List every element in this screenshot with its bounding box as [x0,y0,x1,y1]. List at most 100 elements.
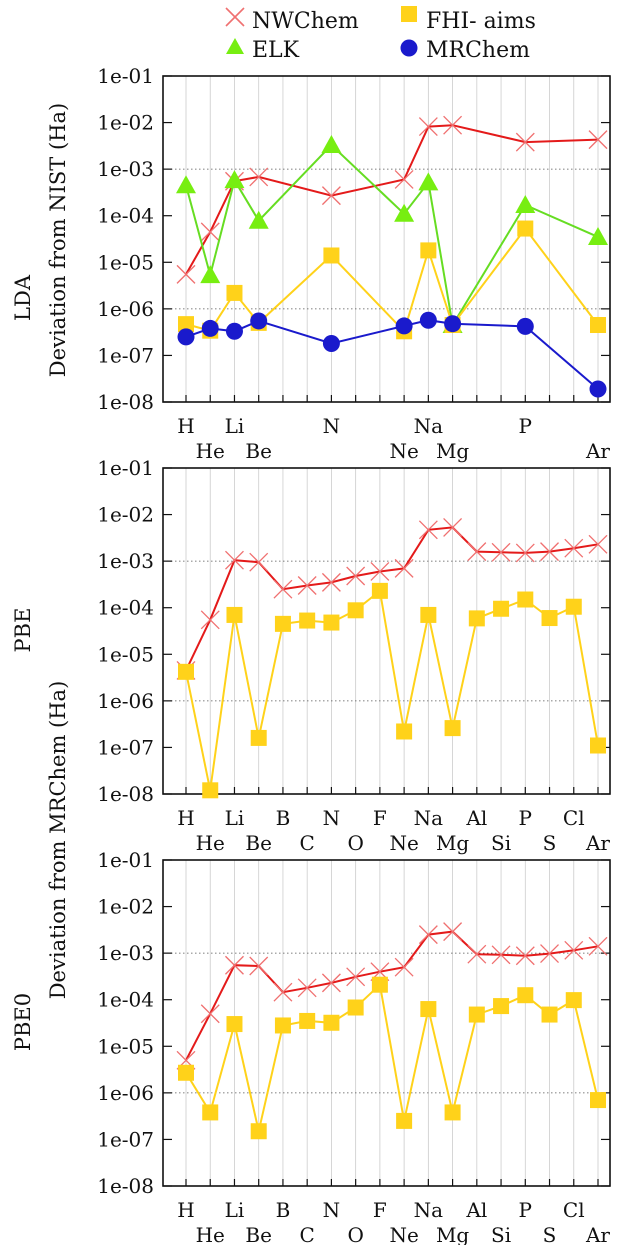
data-point [395,317,413,335]
data-point [226,1016,243,1033]
data-point [540,542,559,562]
data-point [200,265,221,284]
y-tick-label: 1e-05 [97,250,154,274]
x-tick-label: Ar [585,439,610,463]
series-line [185,589,599,791]
data-point [394,957,414,977]
x-tick-label: P [519,414,532,438]
elk-legend-marker [226,38,244,54]
data-point [564,538,584,558]
series-line [185,930,599,1061]
x-tick-label: H [177,806,194,830]
data-point [178,663,194,680]
x-tick-label: He [196,439,225,463]
data-point [493,998,510,1015]
x-tick-label: Cl [563,806,585,830]
data-point [515,194,536,213]
data-point [225,322,243,340]
data-point [444,1104,461,1121]
data-point [590,317,606,334]
data-point [250,312,268,330]
data-point [200,1004,220,1024]
y-tick-label: 1e-03 [97,157,154,181]
data-point [178,1064,194,1081]
x-tick-label: F [373,1198,387,1222]
x-tick-label: Al [465,806,487,830]
x-tick-label: B [276,1198,291,1222]
x-tick-label: P [519,806,532,830]
x-tick-label: Ne [389,831,418,855]
plot-frame [162,467,611,795]
legend-item-nwchem: NWChem [225,7,359,34]
y-tick-label: 1e-07 [97,343,154,367]
x-tick-label: Al [465,1198,487,1222]
data-point [588,534,608,554]
data-point [467,542,487,562]
data-point [250,1123,267,1140]
data-point [588,226,608,245]
x-tick-label: Ne [389,1223,418,1245]
data-point [418,117,438,137]
y-tick-label: 1e-08 [97,1174,154,1198]
legend-item-fhi-aims: FHI- aims [401,6,536,34]
x-tick-label: Mg [436,439,469,463]
data-point [321,973,341,993]
y-tick-label: 1e-04 [97,204,154,228]
x-tick-label: S [543,1223,557,1245]
data-point [468,1006,485,1023]
data-point [515,946,535,966]
data-point [515,543,535,563]
y-tick-label: 1e-02 [97,111,154,135]
data-point [321,572,341,592]
data-point [321,186,341,206]
x-tick-label: C [300,831,315,855]
data-point [346,566,366,586]
data-point [418,520,438,540]
series-elk [176,134,608,334]
legend-item-elk: ELK [226,38,300,63]
x-tick-label: Si [491,1223,511,1245]
panel-label-pbe0: PBE0 [11,993,35,1051]
data-point [541,1006,558,1023]
data-point [226,606,243,623]
series-mrchem [177,311,607,398]
series-line [185,319,599,390]
data-point [225,550,244,570]
data-point [517,987,534,1004]
x-tick-label: O [347,1223,363,1245]
x-tick-label: H [177,1198,194,1222]
data-point [224,170,245,189]
x-tick-label: Be [245,1223,272,1245]
data-point [396,723,413,740]
data-point [540,944,559,964]
data-point [274,1017,291,1034]
y-tick-label: 1e-05 [97,1034,154,1058]
data-point [588,130,608,150]
data-point [418,925,438,945]
x-tick-label: B [276,806,291,830]
data-point [249,167,269,187]
data-point [346,967,366,987]
data-point [250,729,267,746]
x-tick-label: He [196,1223,225,1245]
legend: NWChem FHI- aims ELK MRChem [225,6,536,63]
panel-label-pbe: PBE [11,608,35,653]
data-point [249,956,269,976]
x-tick-label: Li [225,806,245,830]
series-nwchem [176,922,608,1070]
legend-item-mrchem: MRChem [400,38,530,63]
data-point [200,222,220,242]
series-line [185,226,599,334]
y-tick-label: 1e-06 [97,689,154,713]
data-point [517,591,534,608]
x-tick-label: N [323,414,341,438]
data-point [467,944,487,964]
data-point [420,606,437,623]
series-line [185,982,599,1132]
data-point [321,134,342,153]
data-point [202,1104,219,1121]
x-tick-label: Mg [436,1223,469,1245]
y-axis-label-nist: Deviation from NIST (Ha) [46,103,70,377]
data-point [248,210,269,229]
data-point [419,311,437,329]
